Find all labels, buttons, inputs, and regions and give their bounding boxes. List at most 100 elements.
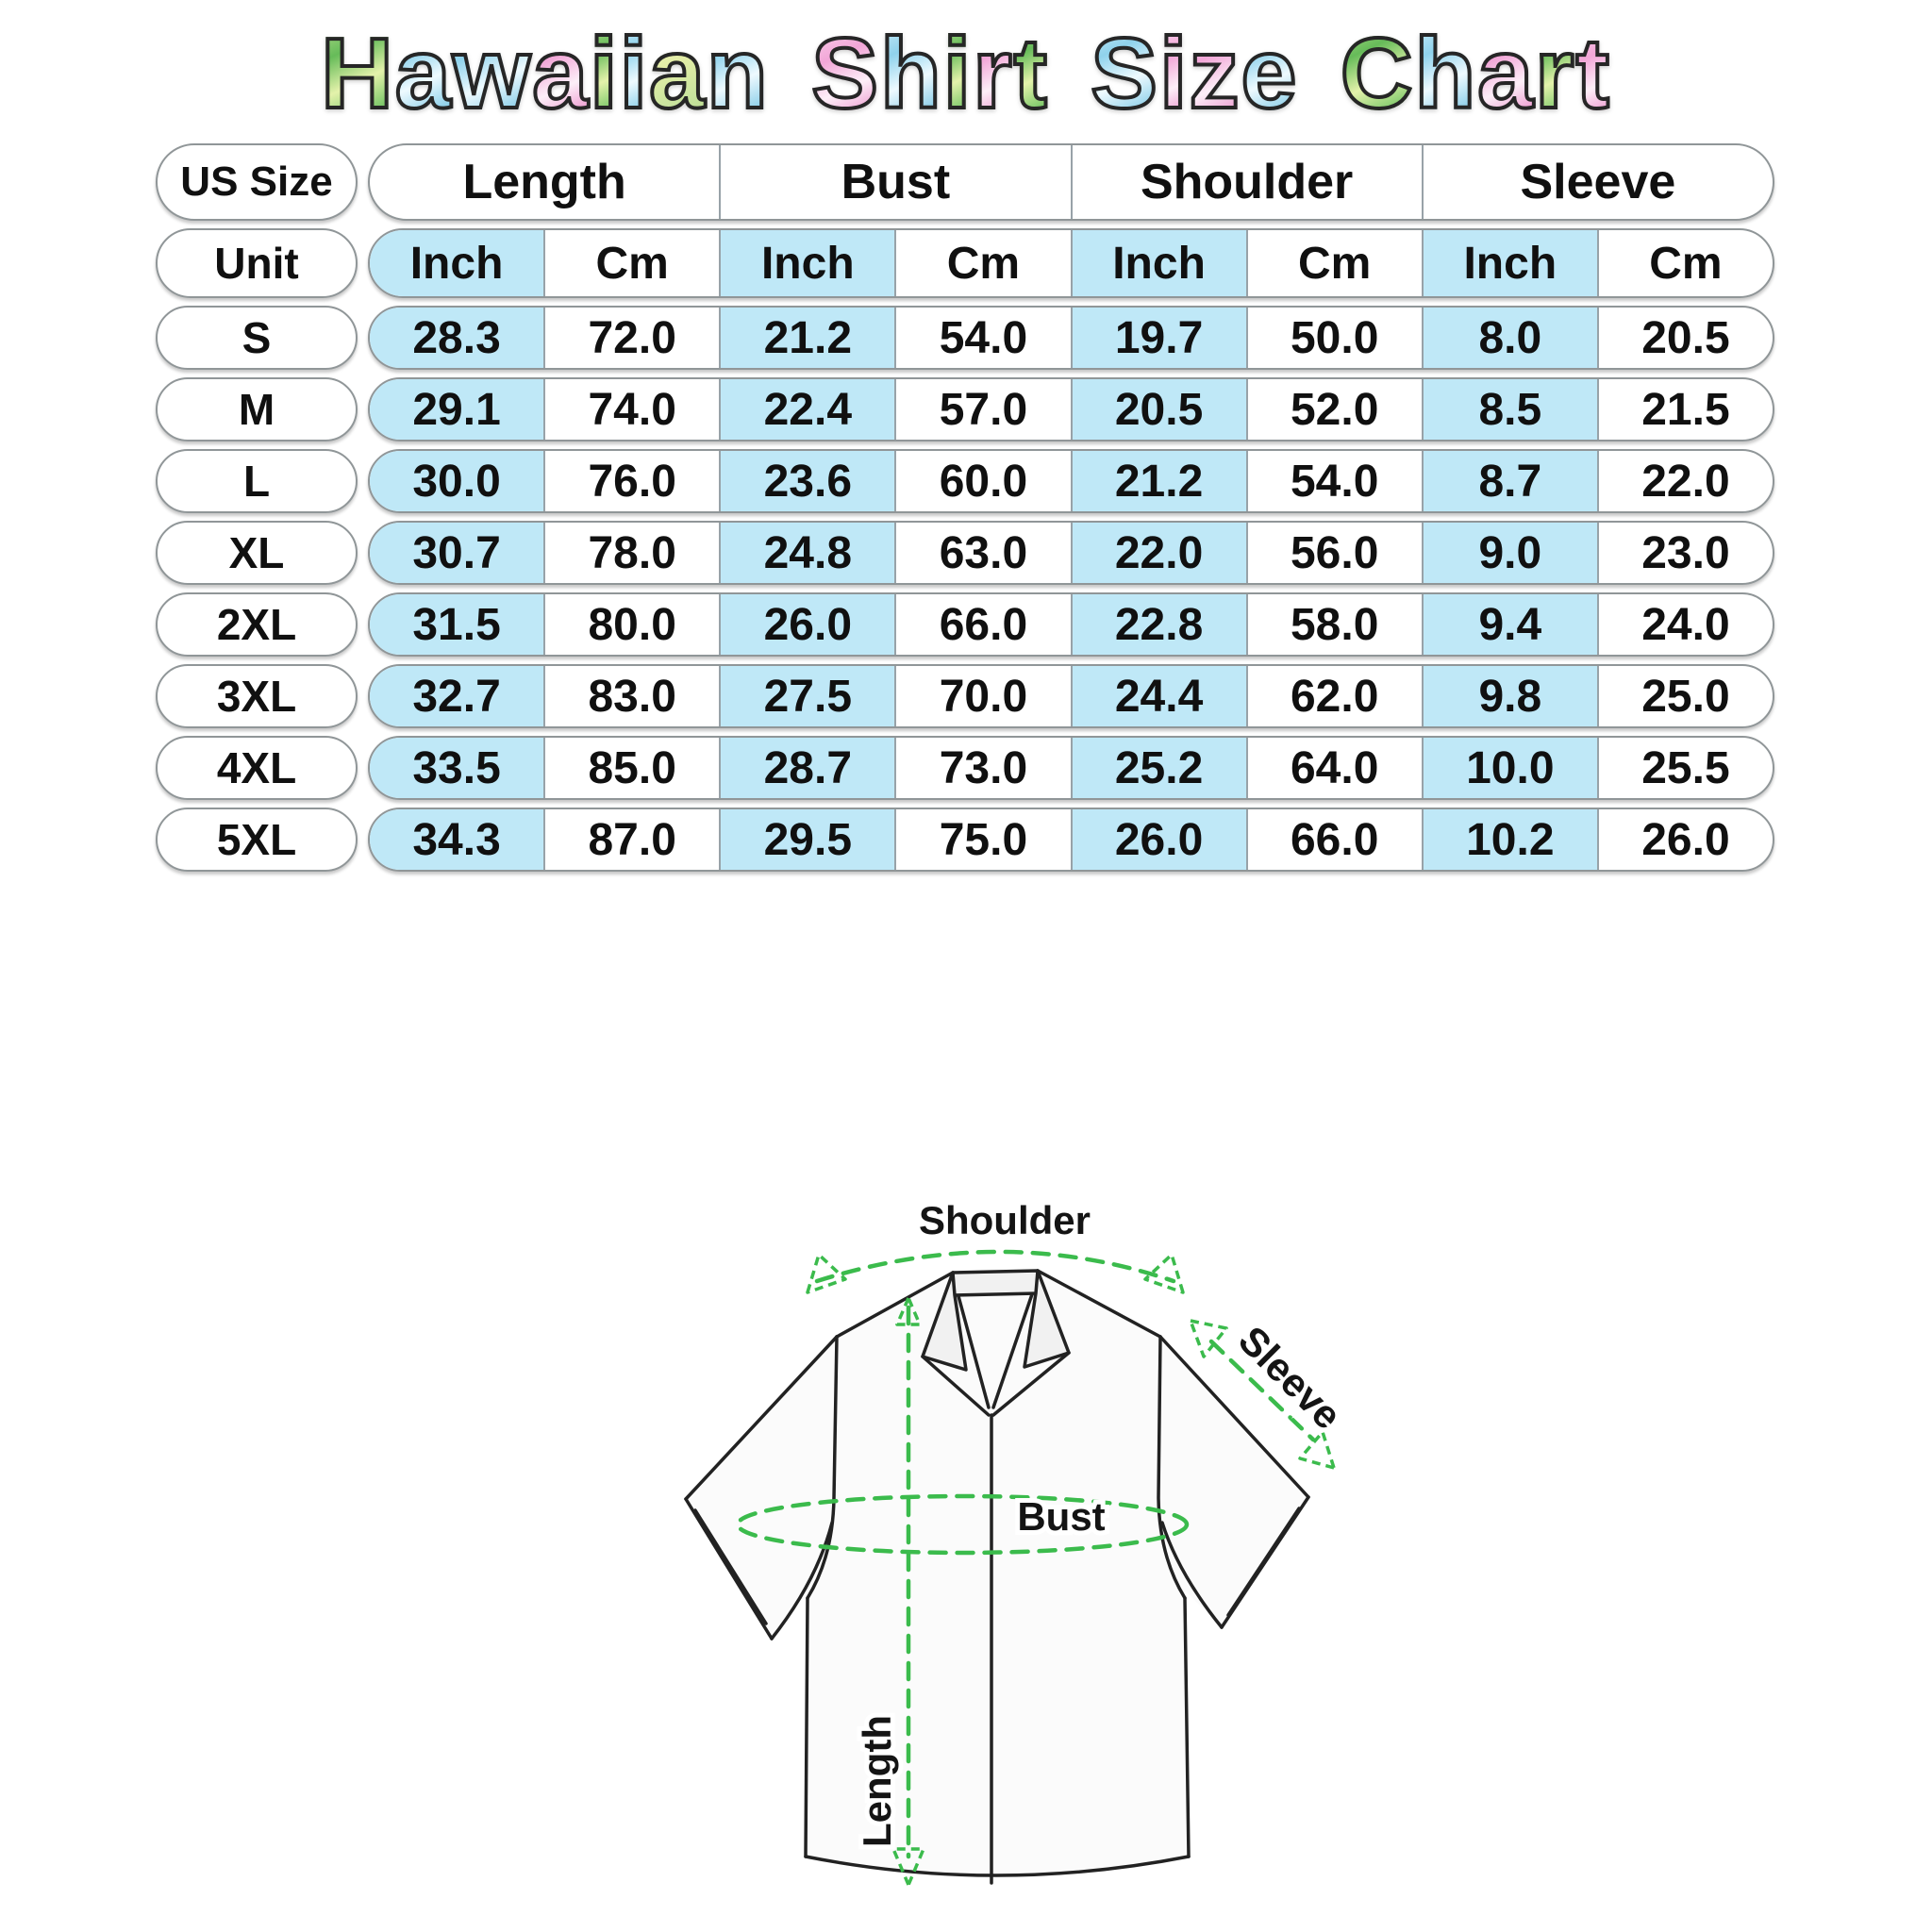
value-cell: 57.0: [896, 379, 1073, 440]
title-letter: w: [451, 16, 532, 132]
shoulder-arrowhead-left: [806, 1253, 847, 1294]
corner-header-us-size: US Size: [156, 143, 358, 221]
value-cell: 50.0: [1248, 308, 1424, 368]
value-cell: 23.6: [721, 451, 897, 511]
value-cell: 74.0: [545, 379, 722, 440]
value-cell: 56.0: [1248, 523, 1424, 583]
unit-header-inch: Inch: [1072, 230, 1248, 296]
size-label: 3XL: [156, 664, 358, 728]
value-cell: 28.7: [721, 738, 897, 798]
sleeve-arrowhead-top: [1189, 1319, 1228, 1358]
value-cell: 60.0: [896, 451, 1073, 511]
size-label: M: [156, 377, 358, 441]
table-unit-row: Unit Inch Cm Inch Cm Inch Cm Inch Cm: [156, 228, 1774, 298]
value-cell: 8.7: [1423, 451, 1599, 511]
title-letter: C: [1339, 16, 1415, 132]
group-header-length: Length: [370, 145, 722, 219]
row-values-bar: 30.7 78.0 24.8 63.0 22.0 56.0 9.0 23.0: [368, 521, 1774, 585]
value-cell: 24.0: [1641, 599, 1730, 650]
value-cell: 62.0: [1248, 666, 1424, 726]
value-cell: 32.7: [370, 666, 546, 726]
title-letter: r: [971, 16, 1013, 132]
bust-measure-ellipse: [735, 1493, 1190, 1556]
row-values-bar: 30.0 76.0 23.6 60.0 21.2 54.0 8.7 22.0: [368, 449, 1774, 513]
table-row-5xl: 5XL 34.3 87.0 29.5 75.0 26.0 66.0 10.2 26.0: [156, 808, 1774, 872]
value-cell: 75.0: [896, 809, 1073, 870]
unit-header-cm: Cm: [896, 230, 1073, 296]
size-label: XL: [156, 521, 358, 585]
value-cell: 80.0: [545, 594, 722, 655]
title-letter: t: [1574, 16, 1610, 132]
value-cell: 58.0: [1248, 594, 1424, 655]
table-row-2xl: 2XL 31.5 80.0 26.0 66.0 22.8 58.0 9.4 24.0: [156, 592, 1774, 657]
shirt-body-fill: [686, 1271, 1308, 1875]
bust-label: Bust: [1017, 1494, 1105, 1539]
size-label: L: [156, 449, 358, 513]
value-cell: 52.0: [1248, 379, 1424, 440]
page-title: Hawaiian Shirt Size Chart: [0, 16, 1932, 132]
table-row-s: S 28.3 72.0 21.2 54.0 19.7 50.0 8.0 20.5: [156, 306, 1774, 370]
title-letter: a: [530, 16, 590, 132]
title-letter: H: [319, 16, 395, 132]
value-cell: 83.0: [545, 666, 722, 726]
value-cell: 66.0: [896, 594, 1073, 655]
value-cell: 76.0: [545, 451, 722, 511]
length-label: Length: [855, 1715, 899, 1847]
table-row-xl: XL 30.7 78.0 24.8 63.0 22.0 56.0 9.0 23.0: [156, 521, 1774, 585]
title-letter: r: [1533, 16, 1575, 132]
value-cell: 23.0: [1641, 527, 1730, 578]
value-cell: 10.2: [1423, 809, 1599, 870]
title-letter: S: [1089, 16, 1159, 132]
shoulder-arrowhead-right: [1143, 1253, 1185, 1294]
row-values-bar: 33.5 85.0 28.7 73.0 25.2 64.0 10.0 25.5: [368, 736, 1774, 800]
value-cell: 29.1: [370, 379, 546, 440]
title-letter: n: [705, 16, 770, 132]
unit-header-bar: Inch Cm Inch Cm Inch Cm Inch Cm: [368, 228, 1774, 298]
value-cell: 27.5: [721, 666, 897, 726]
row-values-bar: 32.7 83.0 27.5 70.0 24.4 62.0 9.8 25.0: [368, 664, 1774, 728]
shirt-collar: [921, 1269, 1071, 1417]
value-cell: 22.0: [1072, 523, 1248, 583]
unit-header-inch: Inch: [721, 230, 897, 296]
size-label: S: [156, 306, 358, 370]
shirt-outline: [684, 1269, 1310, 1885]
title-letter: h: [878, 16, 943, 132]
size-table: US Size Length Bust Shoulder Sleeve Unit In…: [156, 143, 1774, 879]
table-body: S 28.3 72.0 21.2 54.0 19.7 50.0 8.0 20.5 M 29.1 74.…: [156, 306, 1774, 872]
shirt-measurement-diagram: Shoulder Sleeve Bust Length: [684, 1193, 1355, 1887]
value-cell: 87.0: [545, 809, 722, 870]
measurement-annotations: [735, 1249, 1336, 1887]
value-cell: 10.0: [1423, 738, 1599, 798]
measurement-group-header-bar: Length Bust Shoulder Sleeve: [368, 143, 1774, 221]
title-letter: i: [588, 16, 619, 132]
value-cell: 70.0: [896, 666, 1073, 726]
value-cell: 64.0: [1248, 738, 1424, 798]
length-arrowhead-bottom: [891, 1847, 925, 1887]
value-cell: 28.3: [370, 308, 546, 368]
sleeve-measure-line: [1208, 1339, 1316, 1442]
size-label: 4XL: [156, 736, 358, 800]
group-header-sleeve: Sleeve: [1520, 155, 1676, 209]
value-cell: 54.0: [896, 308, 1073, 368]
title-letter: z: [1187, 16, 1241, 132]
value-cell: 20.5: [1072, 379, 1248, 440]
title-letter: i: [1158, 16, 1189, 132]
value-cell: 20.5: [1641, 312, 1730, 363]
value-cell: 72.0: [545, 308, 722, 368]
value-cell: 25.2: [1072, 738, 1248, 798]
value-cell: 54.0: [1248, 451, 1424, 511]
value-cell: 85.0: [545, 738, 722, 798]
value-cell: 73.0: [896, 738, 1073, 798]
value-cell: 24.4: [1072, 666, 1248, 726]
unit-header-inch: Inch: [1423, 230, 1599, 296]
value-cell: 78.0: [545, 523, 722, 583]
value-cell: 22.8: [1072, 594, 1248, 655]
title-letter: a: [1475, 16, 1535, 132]
table-row-l: L 30.0 76.0 23.6 60.0 21.2 54.0 8.7 22.0: [156, 449, 1774, 513]
shoulder-label: Shoulder: [919, 1198, 1091, 1242]
value-cell: 25.0: [1641, 671, 1730, 722]
title-letter: t: [1011, 16, 1048, 132]
value-cell: 9.4: [1423, 594, 1599, 655]
title-letter: e: [1239, 16, 1298, 132]
